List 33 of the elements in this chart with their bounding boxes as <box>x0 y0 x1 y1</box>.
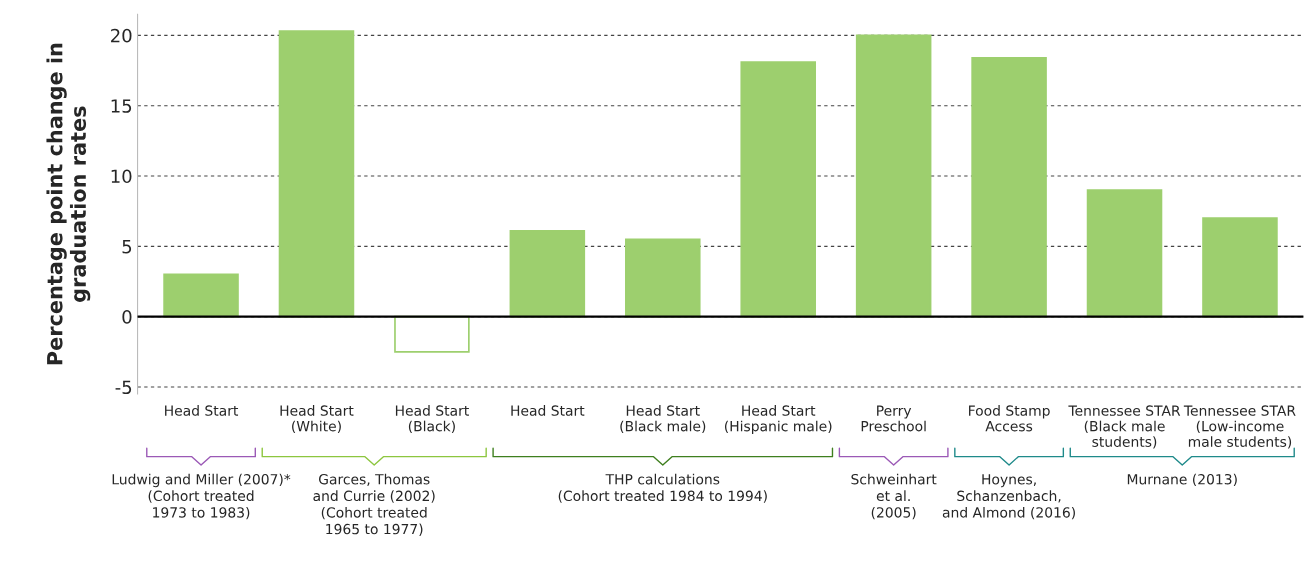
y-tick-label: 5 <box>122 240 132 254</box>
y-tick-label: -5 <box>115 380 132 395</box>
x-tick-label: Head Start (Black) <box>395 405 469 434</box>
bar <box>855 34 932 318</box>
text: Garces, Thomas and Currie (2002) (Cohort treated 1965 to 1977) <box>313 473 435 536</box>
y-tick-label: 0 <box>122 310 132 324</box>
text: Murnane (2013) <box>1127 473 1237 487</box>
bar <box>740 61 816 318</box>
bar <box>625 238 701 318</box>
x-tick-label: Head Start (Black male) <box>620 405 706 434</box>
text: Schweinhart et al. (2005) <box>851 473 937 520</box>
text: Ludwig and Miller (2007)* (Cohort treated 1973 to 1983) <box>112 473 291 520</box>
x-tick-label: Head Start (White) <box>280 405 354 434</box>
bar <box>1086 189 1163 318</box>
x-tick-label: Head Start <box>165 405 239 416</box>
text: THP calculations (Cohort treated 1984 to 1994) <box>558 473 767 503</box>
x-tick-label: Perry Preschool <box>861 405 926 432</box>
bar <box>163 273 239 318</box>
bar <box>1202 217 1278 318</box>
x-tick-label: Tennessee STAR (Low-income male students) <box>1183 405 1296 449</box>
bar <box>278 30 355 318</box>
bar <box>509 230 586 318</box>
y-tick-label: 20 <box>111 28 132 43</box>
bar <box>971 57 1047 318</box>
y-tick-label: 10 <box>111 169 132 184</box>
x-tick-label: Tennessee STAR (Black male students) <box>1068 405 1181 449</box>
x-tick-label: Head Start (Hispanic male) <box>724 405 832 435</box>
y-axis-title: Percentage point change in graduation rates <box>46 43 91 365</box>
bar <box>394 315 470 353</box>
x-tick-label: Food Stamp Access <box>969 405 1050 432</box>
y-tick-label: 15 <box>111 99 132 113</box>
text: Hoynes, Schanzenbach, and Almond (2016) <box>942 474 1075 520</box>
x-tick-label: Head Start <box>511 405 585 416</box>
